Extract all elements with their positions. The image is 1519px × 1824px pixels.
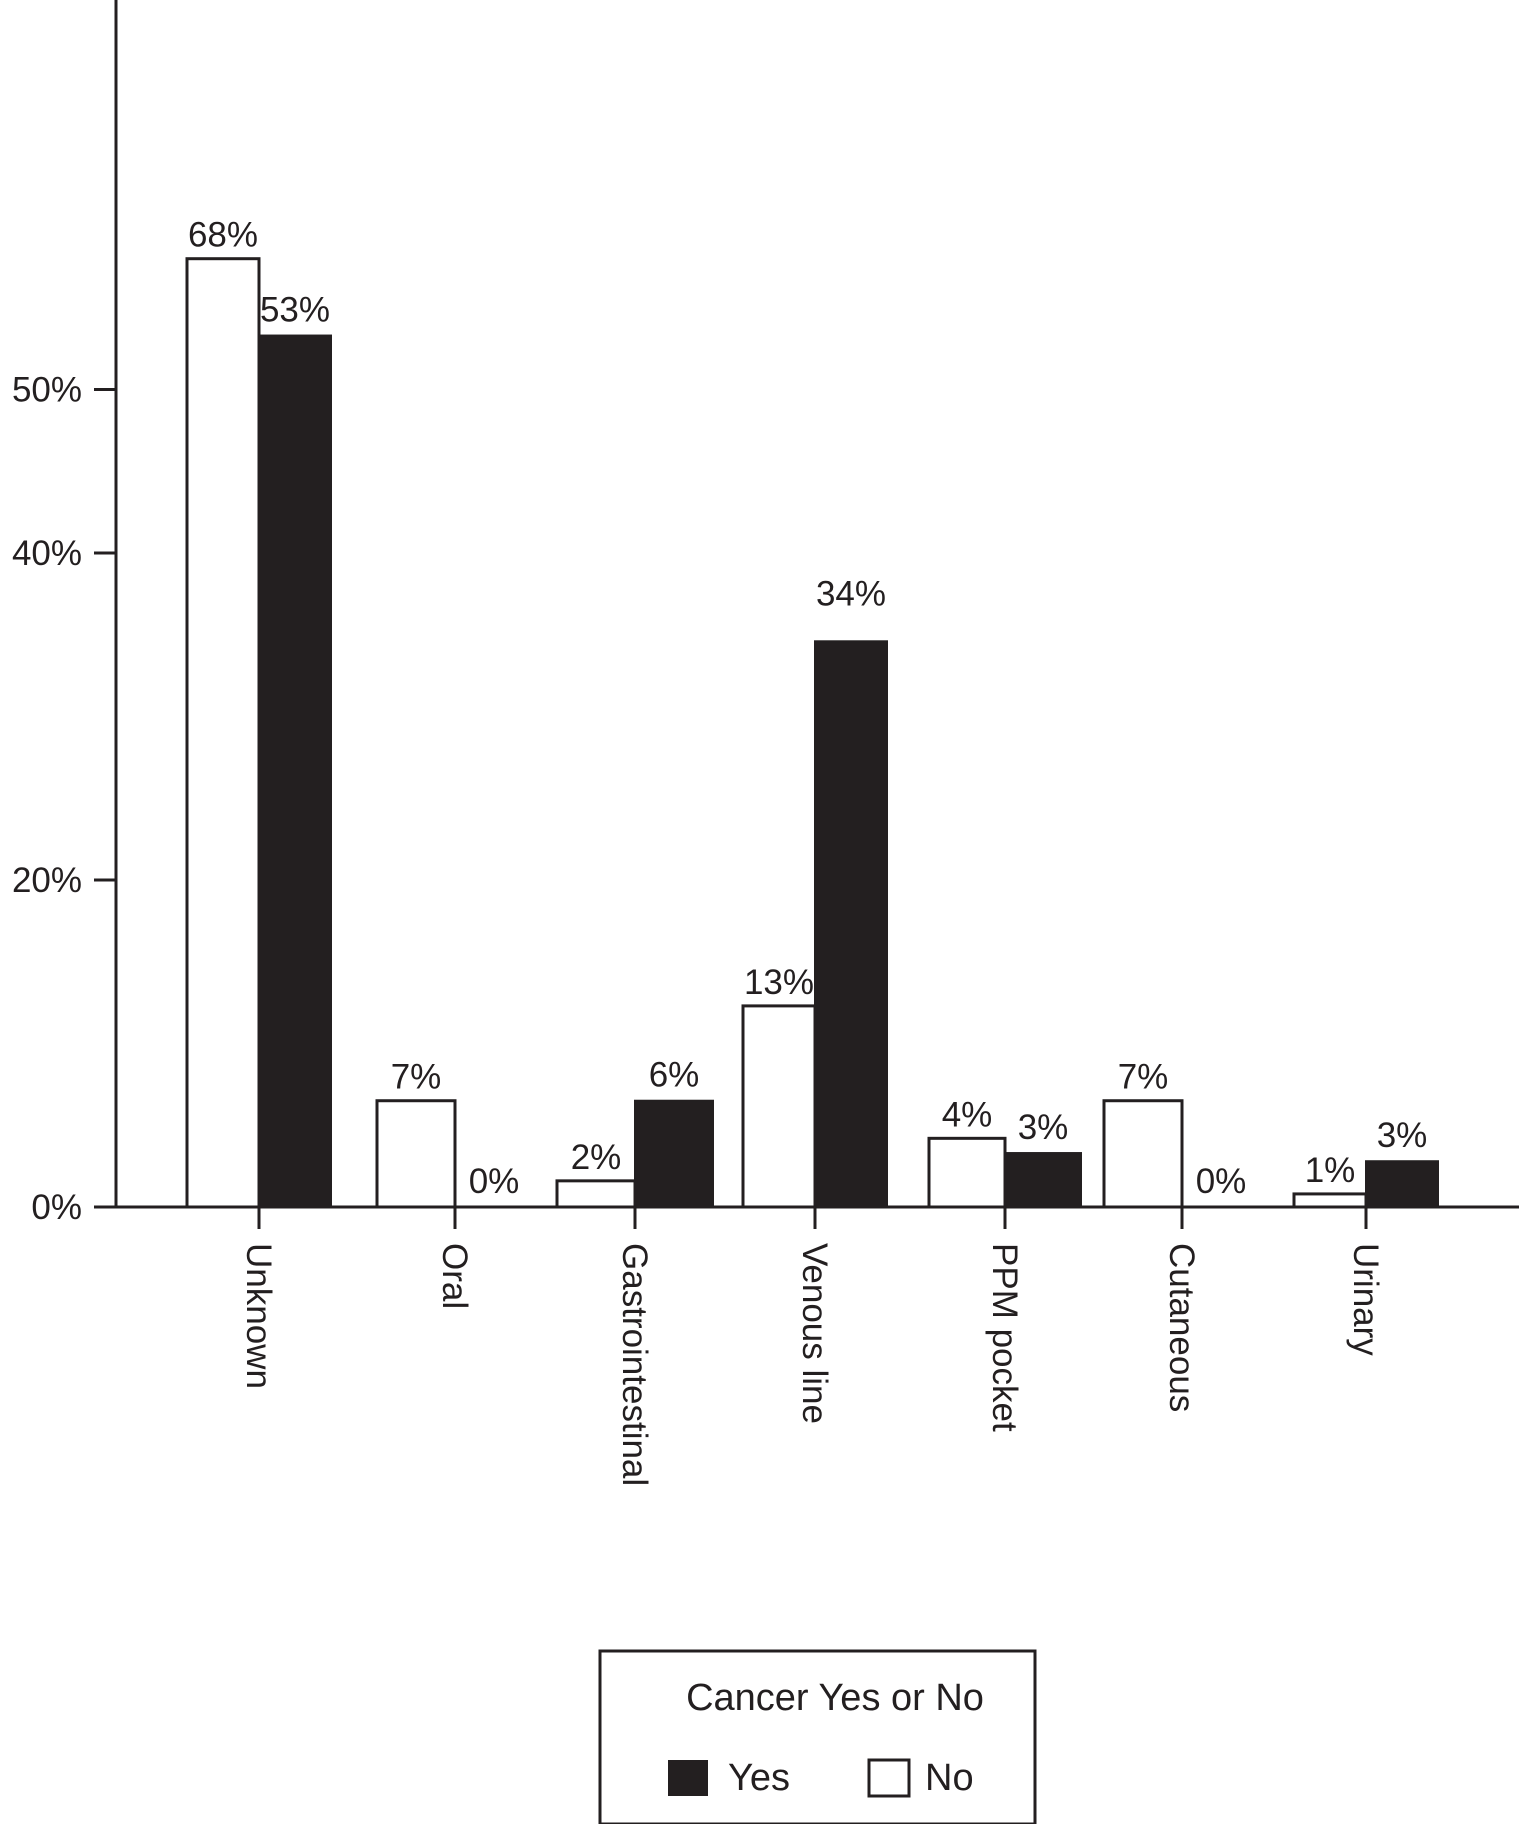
legend: Cancer Yes or No Yes No: [598, 1649, 1037, 1824]
bar-label-no: 7%: [391, 1058, 442, 1097]
bar-no: [375, 1099, 457, 1209]
category-label: Oral: [435, 1243, 474, 1309]
bar-yes: [1365, 1160, 1439, 1208]
bar-no: [927, 1136, 1007, 1209]
bar-label-yes: 0%: [1196, 1162, 1247, 1201]
legend-title: Cancer Yes or No: [686, 1677, 984, 1719]
legend-label-no: No: [925, 1757, 974, 1799]
axes: 0% 20% 40% 50%: [12, 0, 1519, 1229]
category-label: Cutaneous: [1162, 1243, 1201, 1412]
bar-label-yes: 53%: [260, 291, 330, 330]
bar-label-no: 68%: [188, 216, 258, 255]
category-label: Urinary: [1346, 1243, 1385, 1356]
bar-no: [555, 1179, 637, 1209]
bar-yes: [634, 1099, 714, 1208]
bar-labels: 68%53% 7% 0% 2% 6% 13% 34% 4% 3% 7% 0% 1% 3%: [188, 216, 1427, 1201]
bar-label-no: 4%: [942, 1095, 993, 1134]
legend-label-yes: Yes: [728, 1757, 790, 1799]
bar-yes: [814, 640, 888, 1208]
bar-no: [185, 257, 261, 1209]
bars: [185, 257, 1439, 1209]
bar-label-yes: 3%: [1377, 1116, 1428, 1155]
category-label: Unknown: [239, 1243, 278, 1389]
bar-label-yes: 3%: [1018, 1108, 1069, 1147]
category-label: Gastrointestinal: [615, 1243, 654, 1486]
legend-swatch-yes: [668, 1760, 708, 1796]
bar-yes: [1004, 1152, 1082, 1209]
category-labels: Unknown Oral Gastrointestinal Venous line PP…: [239, 1243, 1385, 1486]
bar-label-no: 1%: [1305, 1151, 1356, 1190]
category-label: Venous line: [795, 1243, 834, 1424]
bar-label-no: 2%: [571, 1138, 622, 1177]
y-tick-label: 0%: [31, 1188, 82, 1227]
bar-label-no: 7%: [1118, 1058, 1169, 1097]
bar-label-yes: 34%: [816, 574, 886, 613]
bar-label-no: 13%: [744, 963, 814, 1002]
bar-yes: [258, 334, 332, 1209]
y-tick-label: 50%: [12, 371, 82, 410]
legend-box: [598, 1649, 1037, 1824]
y-tick-label: 20%: [12, 861, 82, 900]
category-label: PPM pocket: [985, 1243, 1024, 1432]
bar-no: [1102, 1099, 1184, 1209]
bar-label-yes: 6%: [649, 1056, 700, 1095]
y-tick-label: 40%: [12, 534, 82, 573]
bar-no: [1292, 1192, 1368, 1209]
legend-swatch-no: [867, 1758, 911, 1798]
bar-label-yes: 0%: [469, 1162, 520, 1201]
bar-no: [741, 1004, 817, 1209]
